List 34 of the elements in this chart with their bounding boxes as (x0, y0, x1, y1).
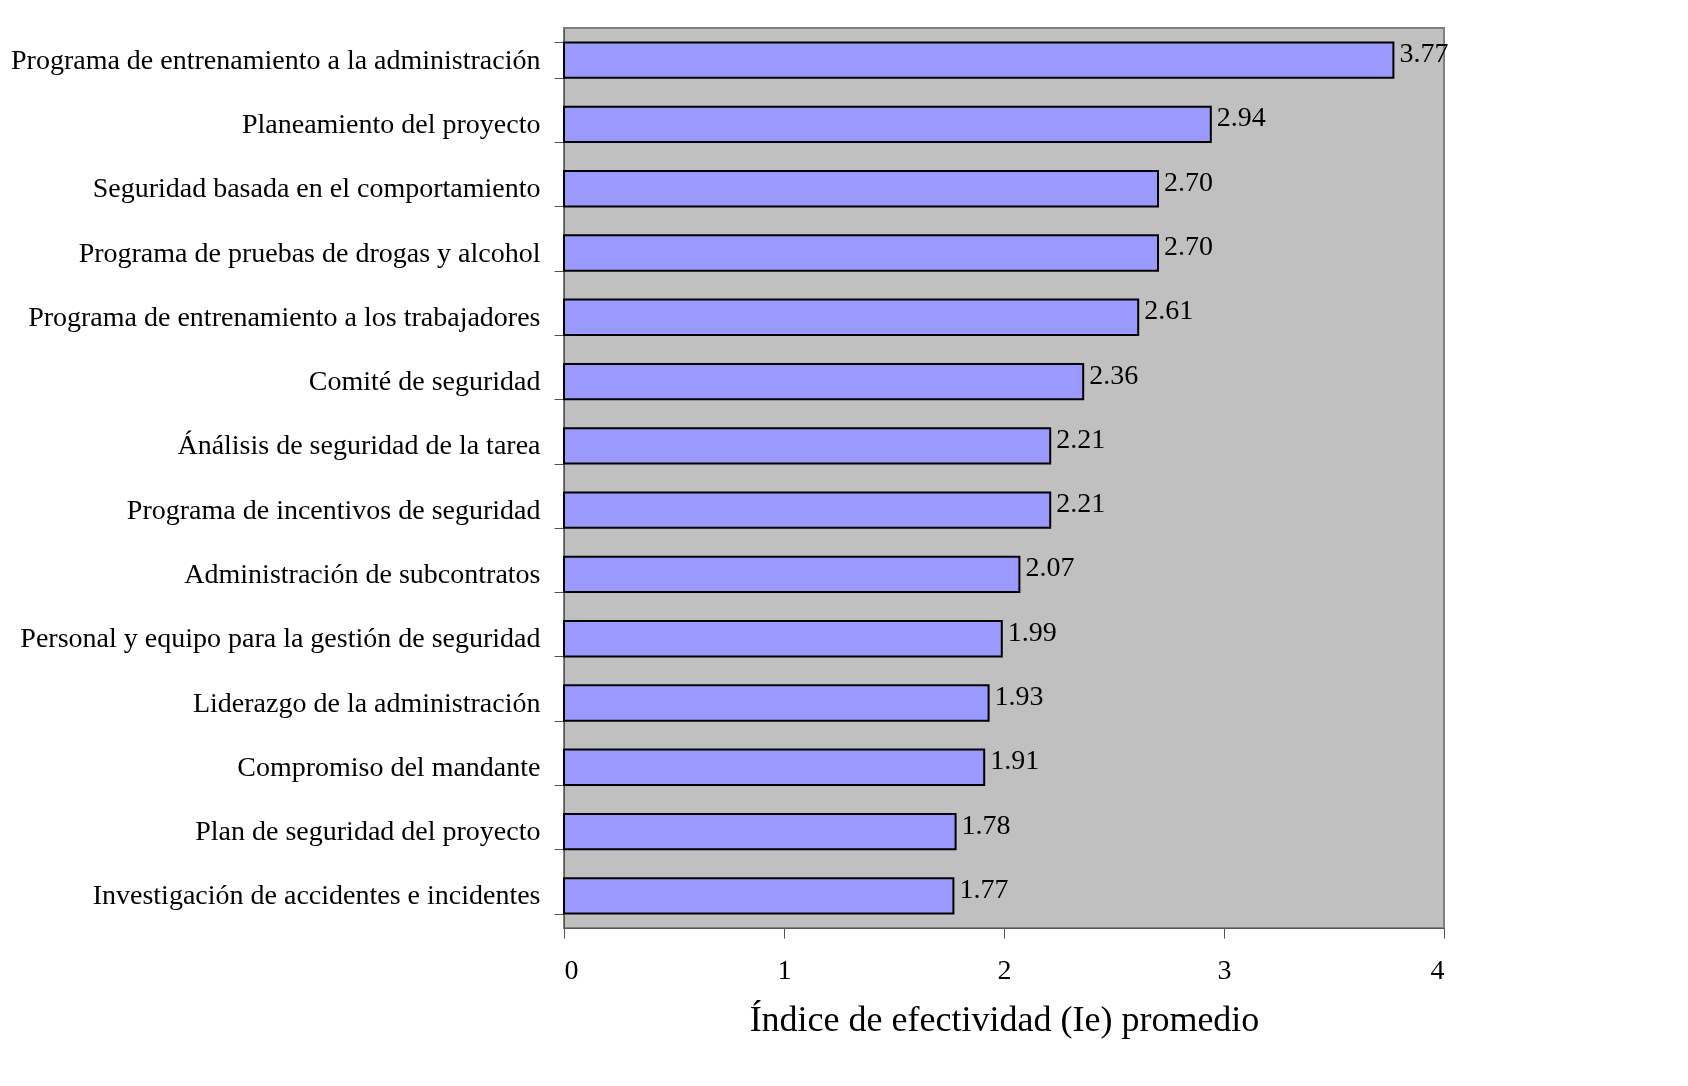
y-tick-label: Administración de subcontratos (184, 557, 541, 589)
y-tick-label: Liderazgo de la administración (192, 686, 541, 718)
data-label: 2.70 (1164, 165, 1213, 197)
y-tick-label: Programa de incentivos de seguridad (126, 493, 541, 525)
data-label: 2.36 (1089, 358, 1139, 390)
data-label: 2.94 (1216, 101, 1266, 133)
data-label: 2.21 (1056, 422, 1106, 454)
data-label: 2.61 (1144, 294, 1194, 326)
x-axis-title: Índice de efectividad (Ie) promedio (749, 998, 1260, 1039)
y-tick-label: Programa de entrenamiento a los trabajadores (28, 300, 541, 332)
data-label: 3.77 (1399, 37, 1449, 69)
y-tick-label: Personal y equipo para la gestión de seguridad (20, 622, 541, 654)
data-label: 1.91 (990, 744, 1040, 776)
data-label: 1.93 (994, 680, 1044, 711)
y-tick-label: Compromiso del mandante (237, 750, 541, 782)
x-tick-label: 1 (777, 953, 792, 985)
y-tick-label: Plan de seguridad del proyecto (195, 815, 541, 847)
data-label: 1.77 (959, 872, 1009, 904)
data-label: 1.99 (1007, 615, 1057, 647)
x-tick-label: 4 (1430, 953, 1445, 985)
y-tick-label: Planeamiento del proyecto (241, 107, 541, 139)
y-tick-label: Ánálisis de seguridad de la tarea (177, 429, 542, 461)
y-tick-label: Comité de seguridad (308, 365, 541, 397)
data-label: 1.78 (961, 808, 1011, 840)
x-tick-label: 2 (997, 953, 1012, 985)
data-label: 2.07 (1025, 551, 1075, 583)
y-tick-label: Programa de entrenamiento a la administración (11, 43, 541, 75)
y-tick-label: Investigación de accidentes e incidentes (92, 879, 541, 911)
y-tick-label: Seguridad basada en el comportamiento (92, 172, 541, 204)
y-tick-label: Programa de pruebas de drogas y alcohol (78, 236, 541, 268)
x-tick-label: 3 (1217, 953, 1232, 985)
data-label: 2.21 (1056, 487, 1106, 519)
data-label: 2.70 (1164, 230, 1213, 261)
x-tick-label: 0 (564, 953, 579, 985)
